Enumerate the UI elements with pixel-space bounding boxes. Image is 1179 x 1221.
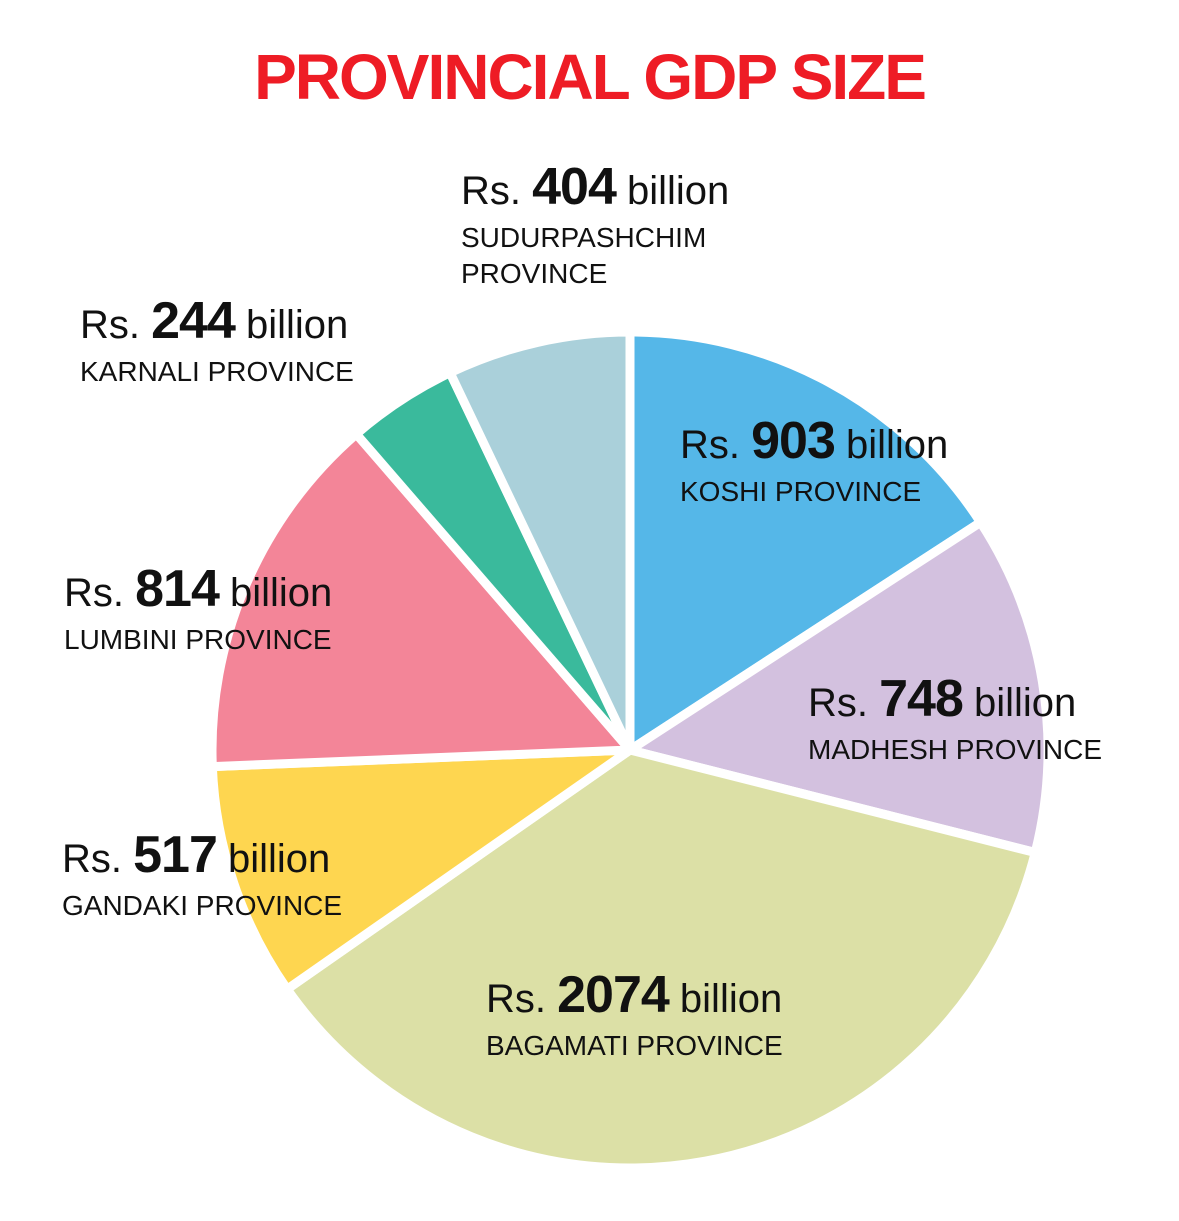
slice-label-1: Rs. 903 billion KOSHI PROVINCE xyxy=(680,415,949,510)
currency-prefix: Rs. xyxy=(80,303,152,347)
slice-value-line: Rs. 903 billion xyxy=(680,415,949,468)
slice-value: 404 xyxy=(532,158,617,216)
currency-prefix: Rs. xyxy=(486,977,558,1021)
currency-prefix: Rs. xyxy=(62,837,134,881)
pie-slice-1 xyxy=(625,327,986,755)
value-unit: billion xyxy=(218,571,333,615)
slice-label-2: Rs. 748 billion MADHESH PROVINCE xyxy=(808,673,1103,768)
slice-value: 2074 xyxy=(557,966,670,1024)
slice-name: KARNALI PROVINCE xyxy=(80,356,354,387)
slice-value: 814 xyxy=(135,560,220,618)
slice-label-7: Rs. 404 billion SUDURPASHCHIM PROVINCE xyxy=(461,161,730,292)
value-unit: billion xyxy=(615,169,730,213)
chart-title: PROVINCIAL GDP SIZE xyxy=(254,41,927,113)
slice-name: GANDAKI PROVINCE xyxy=(62,890,343,921)
value-unit: billion xyxy=(962,681,1077,725)
pie-slice-2 xyxy=(625,517,1053,858)
currency-prefix: Rs. xyxy=(64,571,136,615)
slice-label-6: Rs. 244 billion KARNALI PROVINCE xyxy=(80,295,354,390)
slice-name: KOSHI PROVINCE xyxy=(680,476,922,507)
slice-value-line: Rs. 2074 billion xyxy=(486,969,783,1022)
slice-value: 903 xyxy=(751,412,836,470)
value-unit: billion xyxy=(216,837,331,881)
value-unit: billion xyxy=(234,303,349,347)
pie-slice-4 xyxy=(207,745,635,994)
pie-slice-7 xyxy=(445,327,635,755)
pie-slice-3 xyxy=(282,745,1040,1173)
slice-value-line: Rs. 517 billion xyxy=(62,829,342,882)
slice-value: 517 xyxy=(133,826,218,884)
pie-slice-5 xyxy=(207,429,635,772)
currency-prefix: Rs. xyxy=(808,681,880,725)
slice-label-5: Rs. 814 billion LUMBINI PROVINCE xyxy=(64,563,333,658)
value-unit: billion xyxy=(834,423,949,467)
slice-value-line: Rs. 244 billion xyxy=(80,295,354,348)
slice-value-line: Rs. 748 billion xyxy=(808,673,1102,726)
slice-name: LUMBINI PROVINCE xyxy=(64,624,332,655)
slice-value: 748 xyxy=(879,670,964,728)
slice-name: BAGAMATI PROVINCE xyxy=(486,1030,783,1061)
currency-prefix: Rs. xyxy=(461,169,533,213)
slice-value: 244 xyxy=(151,292,236,350)
value-unit: billion xyxy=(668,977,783,1021)
currency-prefix: Rs. xyxy=(680,423,752,467)
slice-value-line: Rs. 404 billion xyxy=(461,161,730,214)
slice-name: SUDURPASHCHIM PROVINCE xyxy=(461,222,707,289)
slice-value-line: Rs. 814 billion xyxy=(64,563,333,616)
slice-label-3: Rs. 2074 billion BAGAMATI PROVINCE xyxy=(486,969,783,1064)
slice-label-4: Rs. 517 billion GANDAKI PROVINCE xyxy=(62,829,343,924)
slice-name: MADHESH PROVINCE xyxy=(808,734,1103,765)
